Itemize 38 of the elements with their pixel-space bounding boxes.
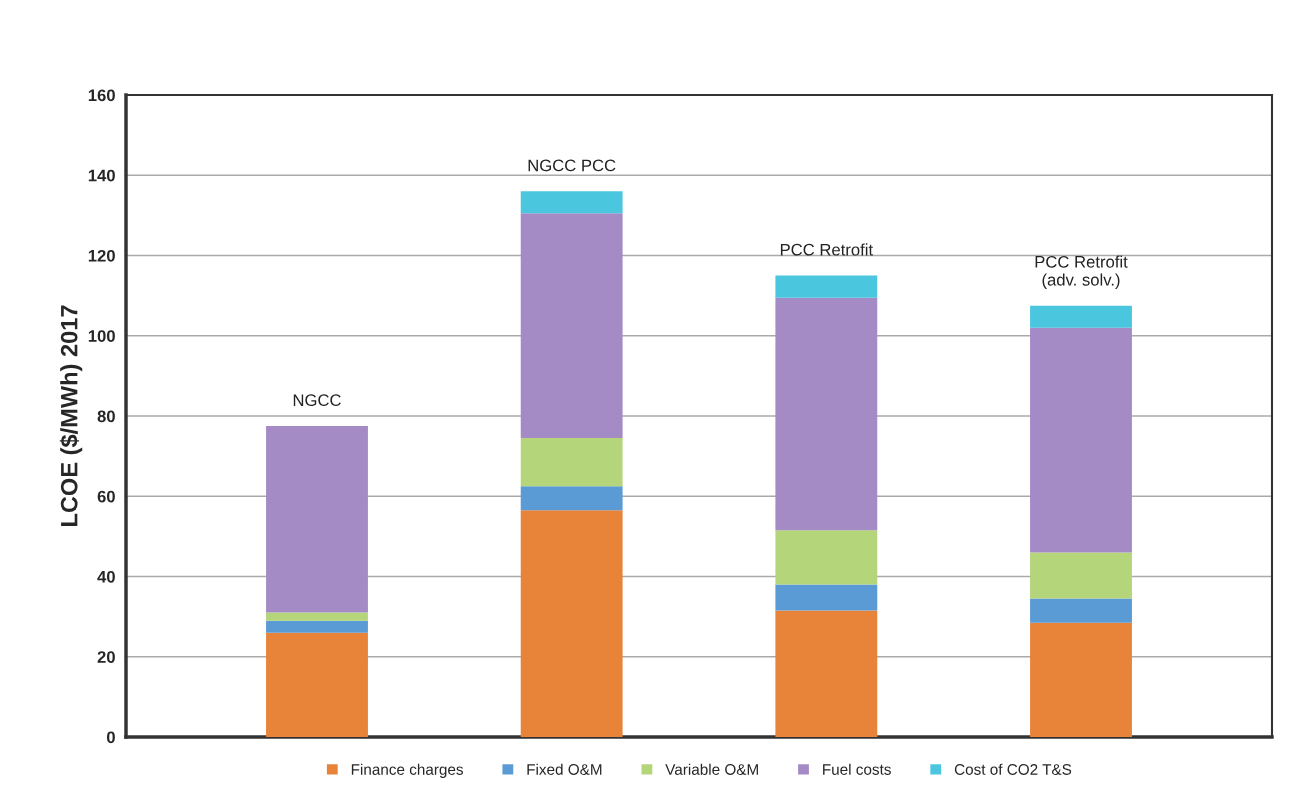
bar	[266, 620, 368, 633]
y-tick-label: 160	[88, 89, 115, 102]
bar	[266, 612, 368, 621]
bar	[775, 530, 878, 585]
bar	[520, 213, 623, 439]
y-tick-label: 0	[106, 731, 115, 744]
x-tick-label: NGCC	[293, 394, 341, 407]
bar	[1030, 622, 1132, 737]
y-tick-label: 40	[97, 570, 115, 583]
bar	[1030, 598, 1132, 623]
bar	[1030, 305, 1132, 328]
y-tick-label: 100	[88, 330, 115, 342]
bar	[1030, 327, 1132, 553]
legend-label: Fuel costs	[823, 763, 891, 775]
y-tick-label: 20	[97, 651, 115, 663]
y-tick-label: 60	[97, 490, 115, 503]
legend-label: Fixed O&M	[527, 763, 602, 775]
bar	[775, 275, 878, 298]
x-tick-label: NGCC PCC	[528, 159, 616, 172]
bar	[1030, 552, 1132, 599]
legend-label: Cost of CO2 T&S	[954, 763, 1072, 775]
bar	[520, 438, 623, 487]
y-tick-label: 80	[97, 410, 115, 423]
bar	[266, 426, 368, 613]
bar	[775, 584, 878, 611]
x-tick-label: PCC Retrofit (adv. solv.)	[1035, 255, 1128, 289]
bar	[520, 510, 623, 737]
bar	[775, 297, 878, 531]
y-tick-label: 120	[88, 249, 115, 262]
y-tick-label: 140	[88, 169, 115, 182]
y-axis-title: LCOE ($/MWh) 2017	[59, 305, 83, 526]
legend-label: Variable O&M	[665, 763, 758, 775]
bar	[520, 191, 623, 214]
bar	[775, 610, 878, 737]
legend-label: Finance charges	[351, 763, 464, 778]
bar	[520, 486, 623, 511]
bar	[266, 632, 368, 737]
x-tick-label: PCC Retrofit	[780, 243, 873, 256]
